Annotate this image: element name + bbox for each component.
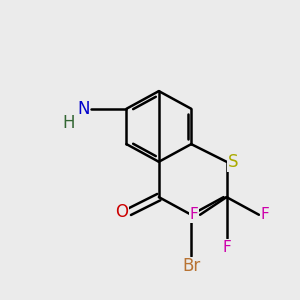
Text: F: F (260, 207, 269, 222)
Text: Br: Br (182, 257, 200, 275)
Text: O: O (115, 203, 128, 221)
Text: F: F (222, 240, 231, 255)
Text: N: N (77, 100, 90, 118)
Text: S: S (228, 153, 238, 171)
Text: F: F (190, 207, 199, 222)
Text: H: H (62, 115, 75, 133)
